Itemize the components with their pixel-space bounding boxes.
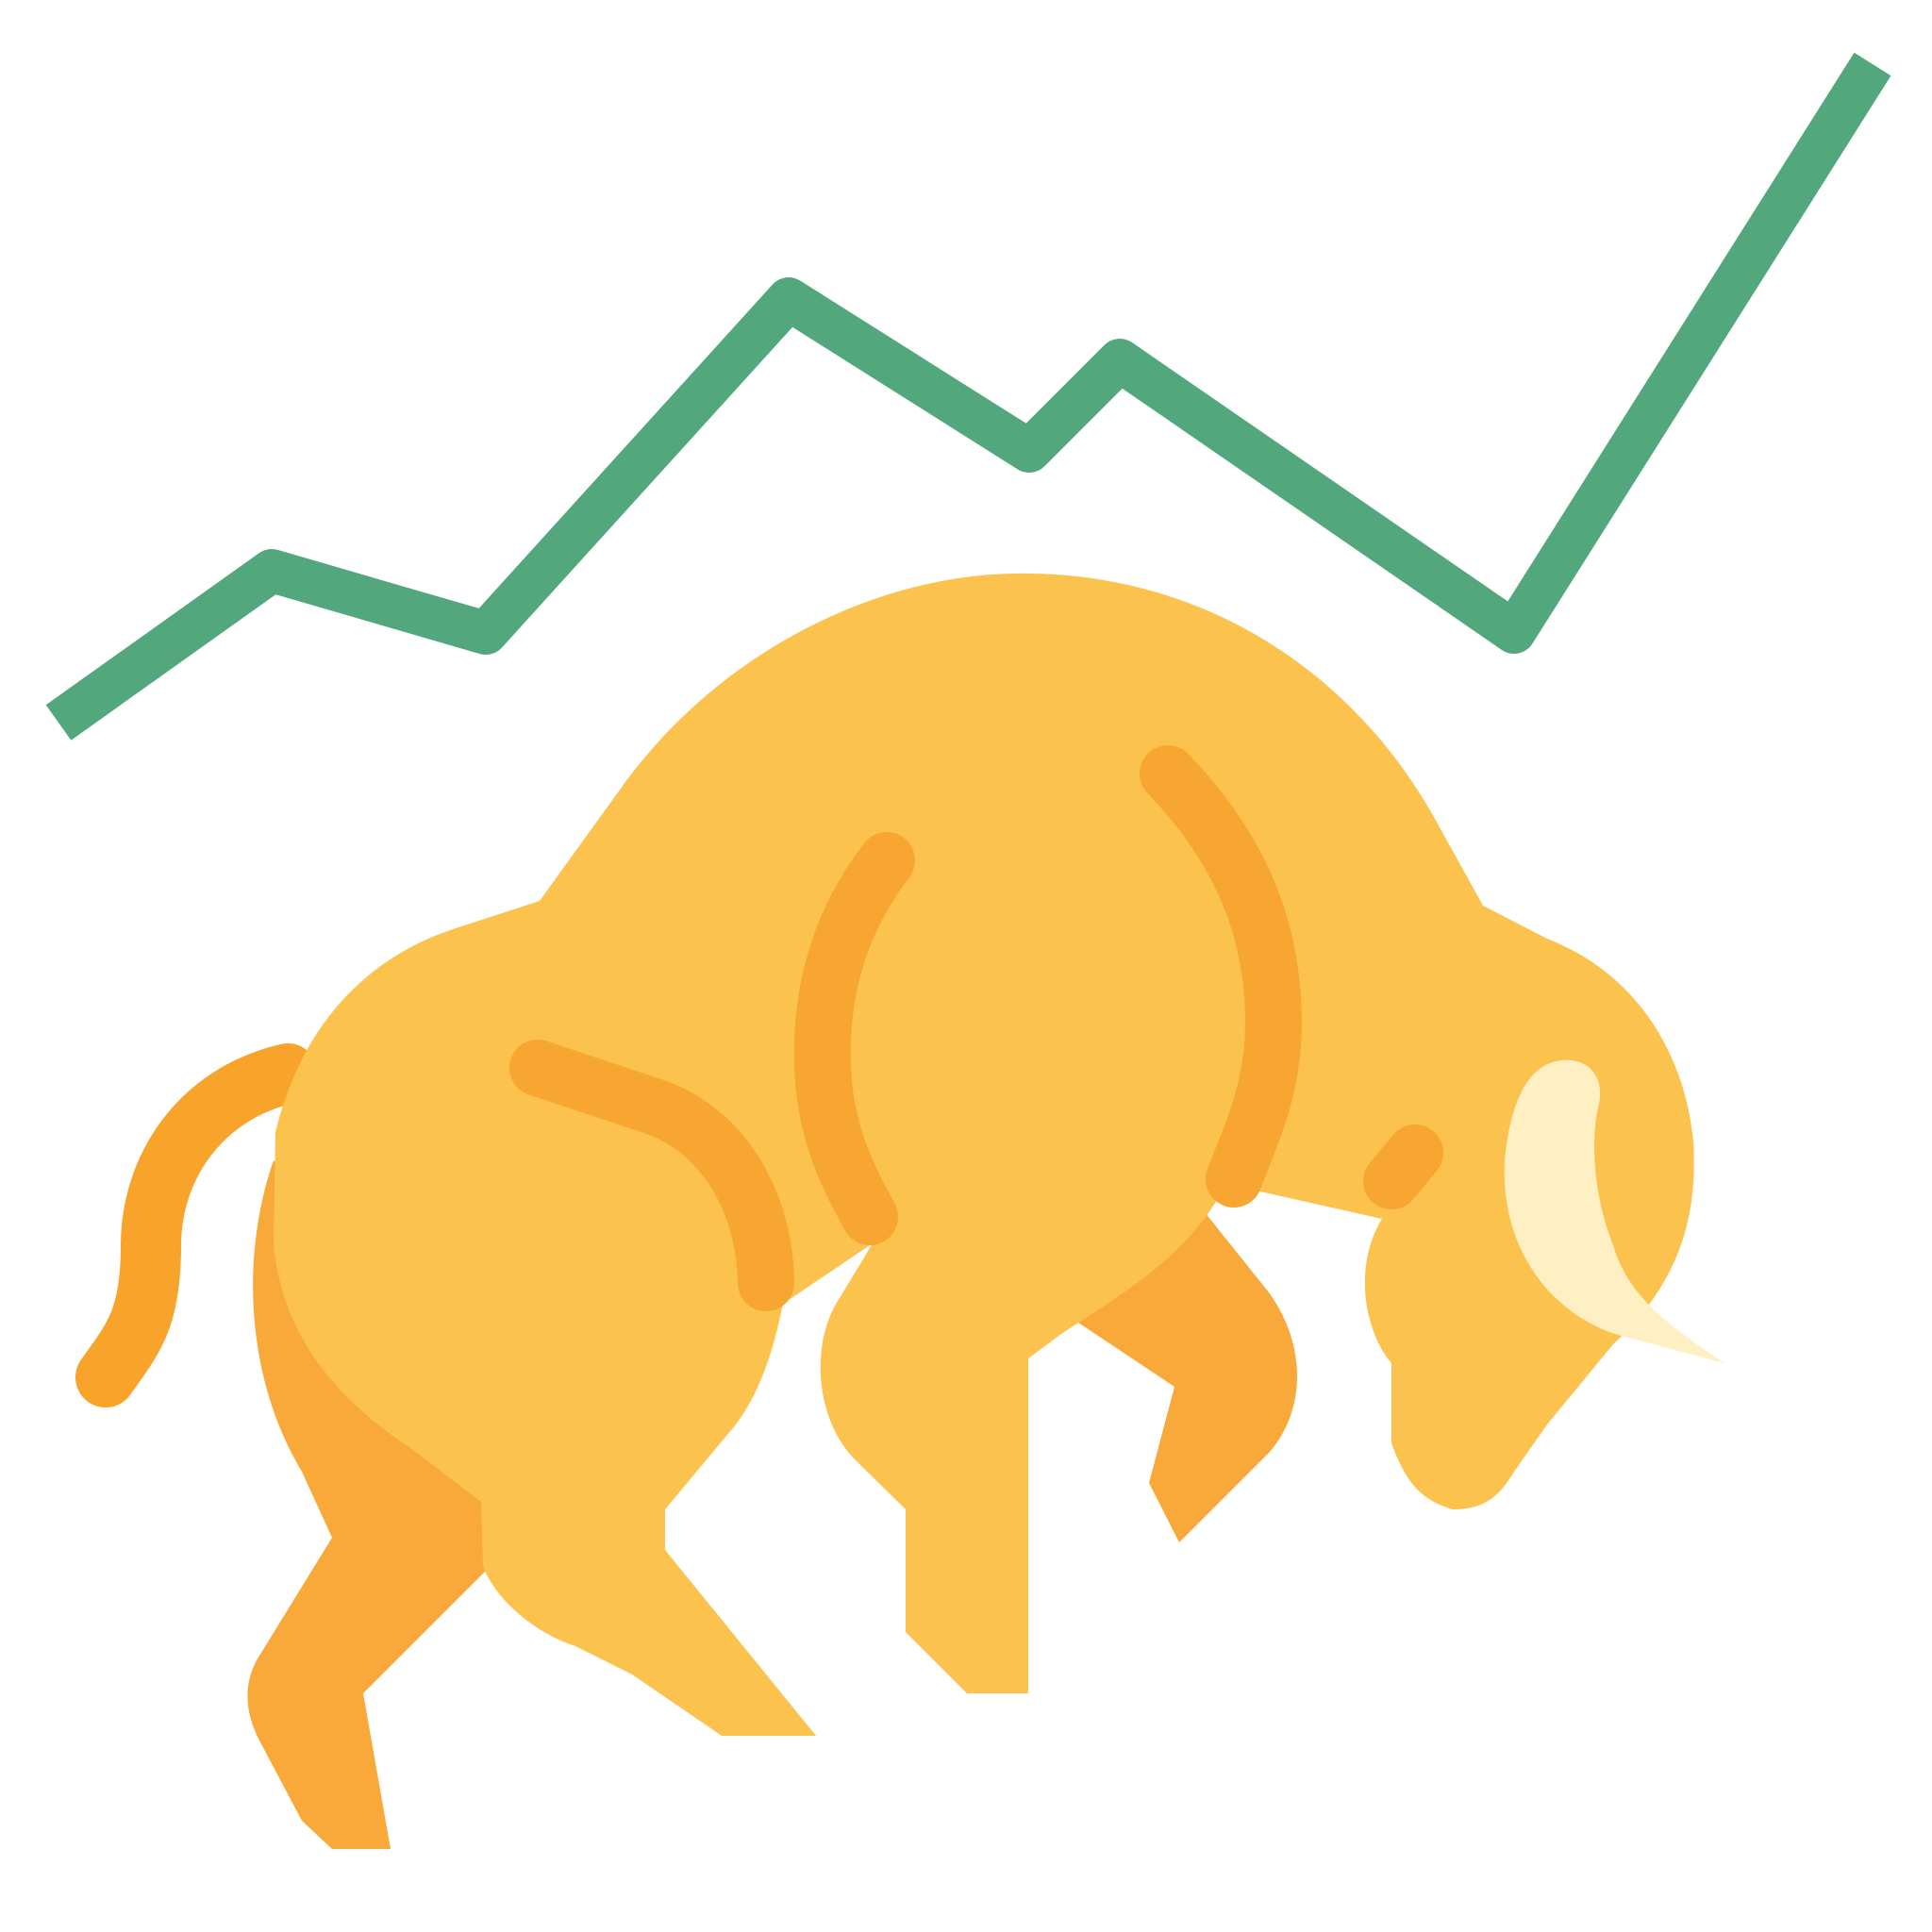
trend-line-icon [45, 52, 1891, 741]
horn-icon [1504, 1059, 1724, 1363]
tail-icon [75, 1043, 318, 1407]
muscle-line-hind-icon [509, 1040, 794, 1311]
muscle-line-belly-icon [793, 832, 915, 1245]
muscle-line-shoulder-icon [1140, 745, 1303, 1208]
bull-body-icon [274, 573, 1694, 1736]
eye-icon [1363, 1124, 1443, 1209]
